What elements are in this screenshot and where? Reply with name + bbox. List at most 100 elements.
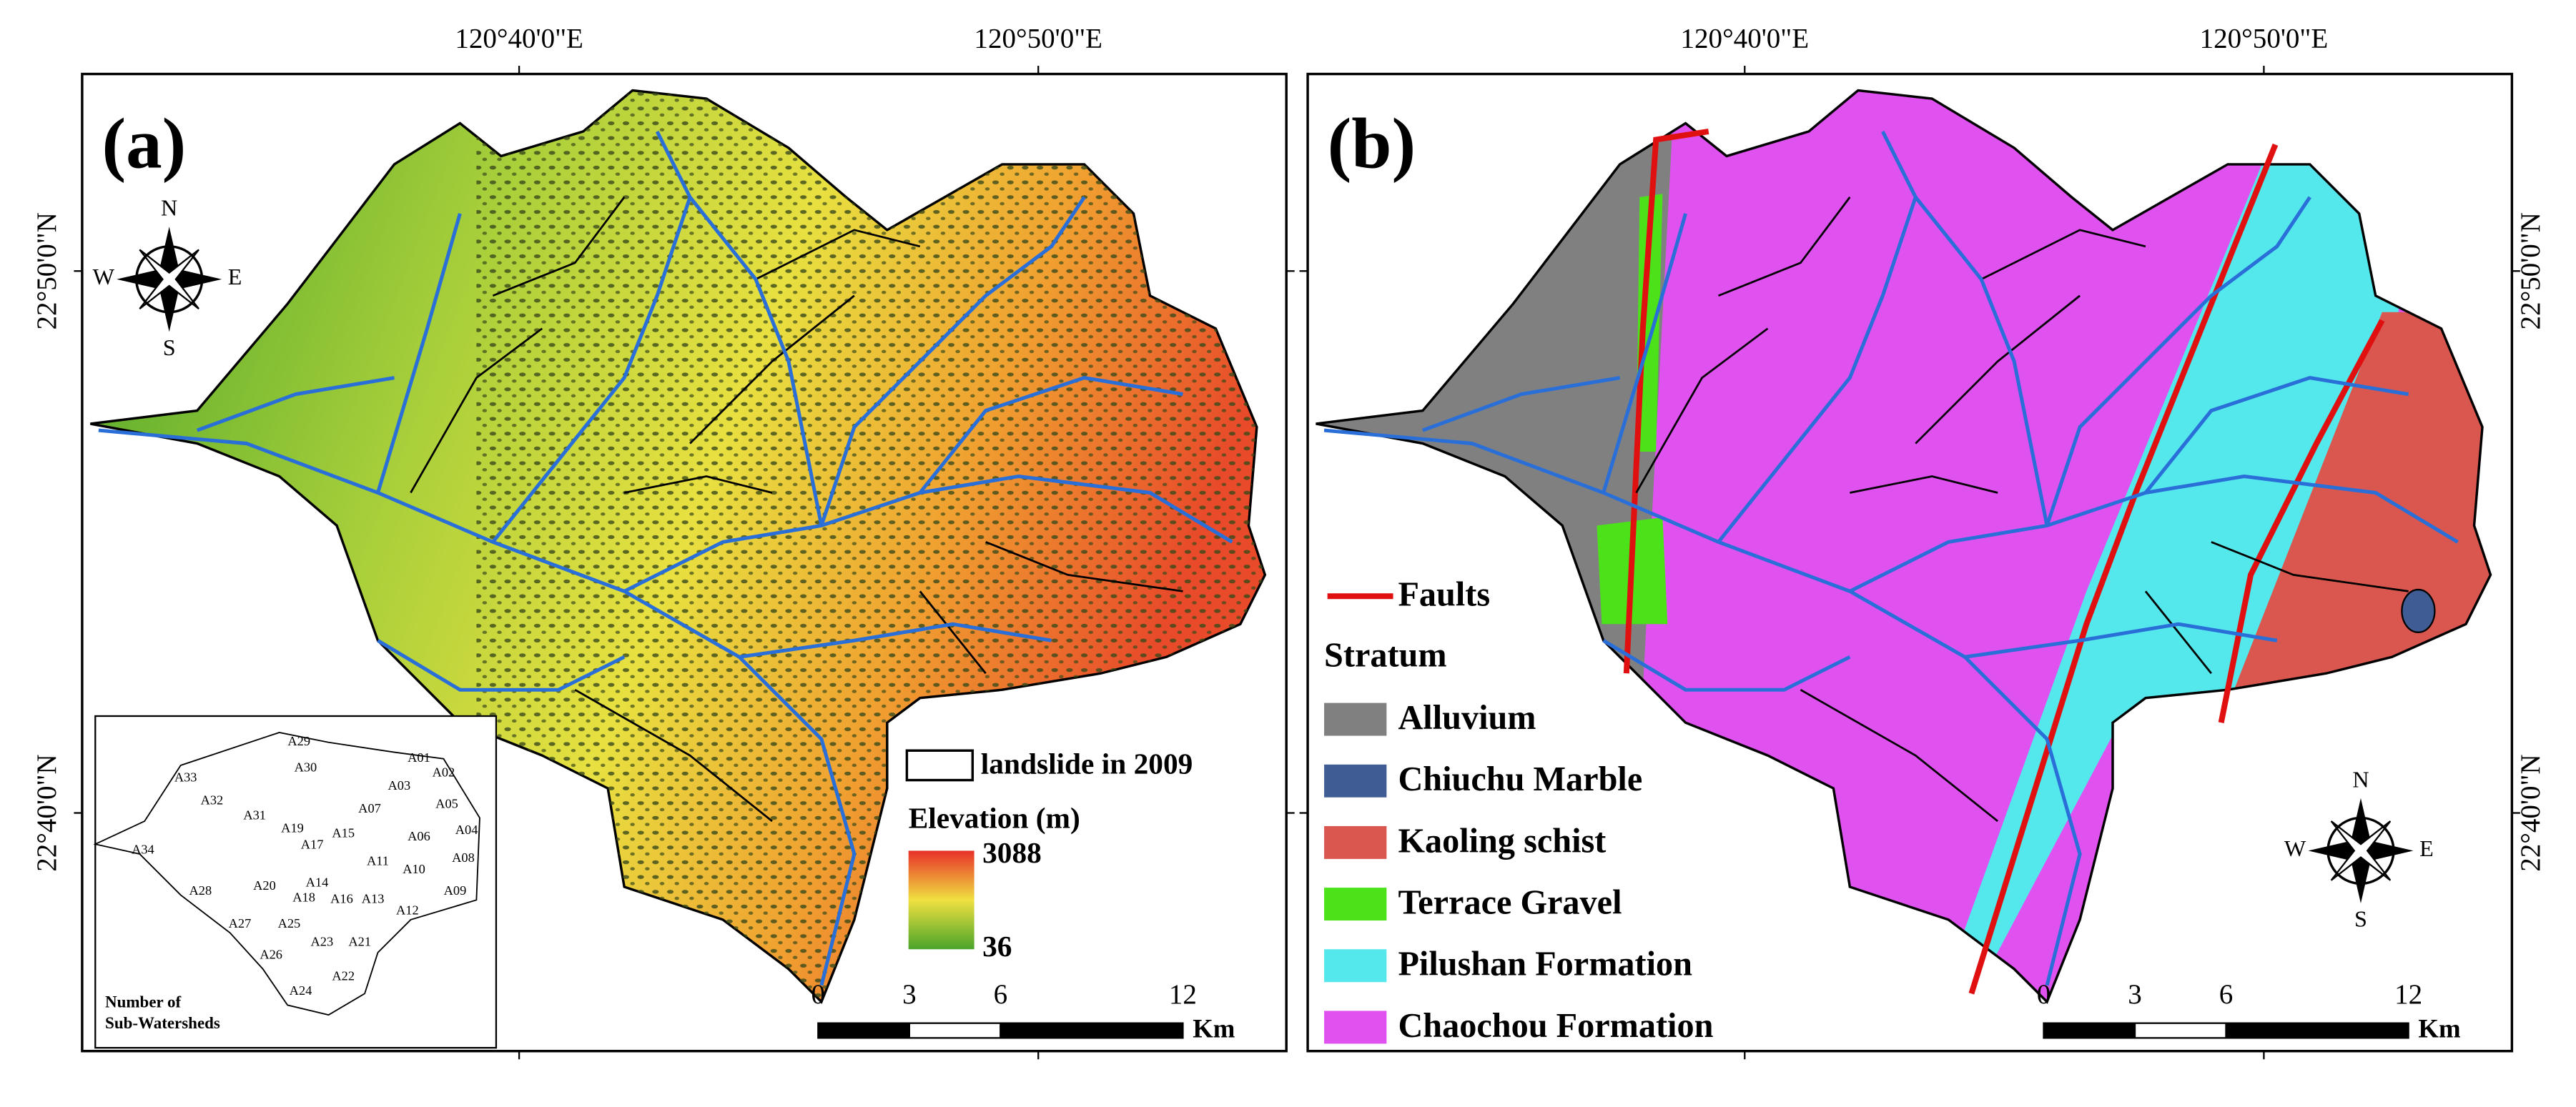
stratum-title: Stratum — [1324, 637, 1447, 675]
sub-watershed-boundary — [1718, 197, 1851, 297]
sub-watershed-boundary — [623, 475, 773, 494]
river — [2045, 196, 2311, 527]
sub-watershed-id: A10 — [403, 862, 425, 876]
river — [1602, 213, 1688, 494]
sub-watershed-boundary — [985, 541, 1183, 592]
sub-watershed-id: A32 — [201, 793, 224, 808]
panel-frame — [1306, 72, 2514, 1053]
scale-unit: Km — [2418, 1014, 2460, 1043]
fault-line — [2218, 319, 2385, 723]
sub-watershed-id: A25 — [278, 916, 301, 930]
elevation-ramp — [908, 850, 974, 950]
panel-label: (b) — [1328, 104, 1416, 184]
sub-watershed-id: A21 — [348, 934, 371, 948]
sub-watershed-boundary — [1850, 475, 1998, 494]
stratum-label: Terrace Gravel — [1398, 883, 1622, 921]
scale-segment — [817, 1022, 910, 1039]
scale-segment — [2225, 1022, 2409, 1039]
sub-watershed-id: A20 — [253, 878, 276, 893]
scale-label: 0 — [2037, 979, 2051, 1010]
sub-watershed-id: A11 — [367, 854, 389, 868]
landslide-swatch — [905, 749, 974, 782]
compass-s: S — [163, 334, 176, 360]
scale-segment — [2133, 1022, 2227, 1039]
sub-watershed-id: A04 — [455, 823, 478, 837]
inset-frame — [94, 715, 498, 1049]
sub-watershed-id: A33 — [174, 770, 197, 785]
latitude-label: 22°40'0"N — [2515, 754, 2546, 871]
longitude-label: 120°50'0"E — [2200, 24, 2329, 54]
scale-segment — [908, 1022, 1002, 1039]
stratum-label: Kaoling schist — [1398, 822, 1606, 860]
scale-label: 3 — [902, 979, 917, 1010]
sub-watershed-id: A30 — [295, 760, 317, 775]
compass-star — [2330, 820, 2392, 881]
sub-watershed-boundary — [689, 294, 855, 445]
scale-label: 3 — [2128, 979, 2142, 1010]
sub-watershed-boundary — [1635, 327, 1769, 494]
scale-unit: Km — [1193, 1014, 1235, 1043]
scale-label: 12 — [1169, 979, 1197, 1010]
sub-watershed-id: A34 — [132, 843, 154, 857]
river — [918, 376, 1183, 495]
sub-watershed-id: A01 — [408, 750, 430, 765]
pilushan-formation — [1938, 131, 2399, 1002]
latitude-label: 22°50'0"N — [2515, 212, 2546, 329]
river — [376, 213, 462, 494]
stratum-swatch — [1324, 888, 1387, 921]
sub-watershed-boundary — [1980, 229, 2146, 280]
elevation-max: 3088 — [982, 836, 1042, 869]
sub-watershed-boundary — [2144, 590, 2212, 675]
compass-e: E — [2419, 835, 2434, 861]
river — [1602, 639, 1851, 692]
sub-watershed-id: A05 — [435, 796, 458, 810]
sub-watershed-boundary — [492, 197, 626, 297]
inset-outline — [93, 732, 480, 1016]
compass-s: S — [2354, 906, 2367, 932]
latitude-label: 22°50'0"N — [31, 212, 62, 329]
sub-watershed-boundary — [755, 229, 921, 280]
compass-n: N — [2352, 766, 2369, 792]
river — [819, 196, 1086, 527]
river — [1964, 622, 2278, 659]
sub-watershed-id: A06 — [408, 829, 430, 843]
sub-watershed-id: A27 — [229, 916, 252, 930]
latitude-label: 22°40'0"N — [31, 754, 62, 871]
sub-watershed-id: A12 — [396, 903, 419, 918]
river — [1717, 130, 1918, 543]
sub-watershed-boundary — [1915, 294, 2081, 445]
river — [689, 196, 824, 526]
compass-w: W — [93, 264, 115, 289]
stratum-label: Alluvium — [1398, 699, 1536, 737]
faults-label: Faults — [1398, 576, 1490, 614]
elevation-title: Elevation (m) — [909, 802, 1080, 835]
sub-watershed-id: A29 — [287, 734, 310, 748]
stratum-swatch — [1324, 825, 1387, 859]
sub-watershed-id: A31 — [243, 808, 266, 822]
north-arrow: N S W E — [93, 195, 242, 360]
compass-ring — [134, 245, 204, 314]
sub-watershed-boundary — [2211, 541, 2409, 592]
scale-label: 0 — [811, 979, 826, 1010]
river — [739, 622, 1052, 659]
scale-label: 6 — [2219, 979, 2234, 1010]
sub-watershed-id: A23 — [311, 934, 334, 948]
sub-watershed-id: A15 — [332, 826, 355, 840]
landslide-areas — [476, 90, 1265, 1002]
longitude-label: 120°40'0"E — [455, 24, 583, 54]
stratum-swatch — [1324, 1011, 1387, 1044]
sub-watershed-id: A02 — [433, 765, 455, 780]
compass-ring — [2326, 816, 2395, 885]
sub-watershed-id: A28 — [189, 883, 212, 898]
sub-watershed-id: A24 — [290, 983, 312, 998]
scale-label: 12 — [2394, 979, 2422, 1010]
stratum-swatch — [1324, 703, 1387, 736]
sub-watershed-id: A19 — [281, 821, 304, 835]
river — [491, 130, 692, 543]
sub-watershed-id: A03 — [388, 778, 411, 793]
stratum-label: Chaochou Formation — [1398, 1007, 1713, 1045]
river — [1914, 196, 2049, 526]
panel-frame — [81, 72, 1288, 1053]
landslide-label: landslide in 2009 — [981, 748, 1193, 780]
